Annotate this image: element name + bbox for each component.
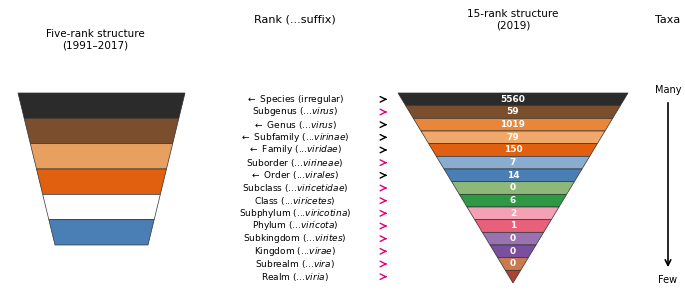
Text: 5560: 5560 (501, 95, 525, 104)
Text: 0: 0 (510, 234, 516, 243)
Text: 0: 0 (510, 247, 516, 256)
Text: Five-rank structure
(1991–2017): Five-rank structure (1991–2017) (46, 29, 145, 51)
Polygon shape (451, 182, 574, 194)
Polygon shape (490, 245, 536, 258)
Text: Subrealm (...$\it{vira}$): Subrealm (...$\it{vira}$) (255, 258, 335, 270)
Text: 150: 150 (503, 145, 522, 154)
Text: 14: 14 (507, 171, 519, 180)
Text: Taxa: Taxa (656, 15, 681, 25)
Polygon shape (498, 258, 528, 270)
Text: Subkingdom (...$\it{virites}$): Subkingdom (...$\it{virites}$) (243, 232, 347, 245)
Polygon shape (398, 93, 628, 106)
Text: 59: 59 (507, 108, 519, 117)
Polygon shape (475, 220, 551, 232)
Text: 79: 79 (507, 133, 519, 142)
Text: $\leftarrow$ Family (...$\it{viridae}$): $\leftarrow$ Family (...$\it{viridae}$) (248, 144, 342, 156)
Polygon shape (18, 93, 185, 118)
Text: Subgenus (...$\it{virus}$): Subgenus (...$\it{virus}$) (252, 105, 338, 119)
Text: Few: Few (658, 275, 677, 285)
Polygon shape (406, 106, 621, 118)
Text: 7: 7 (510, 158, 516, 167)
Text: 0: 0 (510, 184, 516, 193)
Polygon shape (421, 131, 605, 144)
Text: Realm (...$\it{viria}$): Realm (...$\it{viria}$) (261, 271, 329, 283)
Polygon shape (36, 169, 166, 194)
Text: Subphylum (...$\it{viricotina}$): Subphylum (...$\it{viricotina}$) (239, 207, 351, 220)
Text: $\leftarrow$ Subfamily (...$\it{virinae}$): $\leftarrow$ Subfamily (...$\it{virinae}… (240, 131, 349, 144)
Text: Rank (...suffix): Rank (...suffix) (254, 15, 336, 25)
Text: 6: 6 (510, 196, 516, 205)
Polygon shape (436, 156, 590, 169)
Polygon shape (42, 194, 160, 220)
Polygon shape (460, 194, 566, 207)
Text: Subclass (...$\it{viricetidae}$): Subclass (...$\it{viricetidae}$) (242, 182, 348, 194)
Polygon shape (49, 220, 154, 245)
Polygon shape (467, 207, 559, 220)
Polygon shape (444, 169, 582, 182)
Text: Kingdom (...$\it{virae}$): Kingdom (...$\it{virae}$) (254, 245, 336, 258)
Text: 15-rank structure
(2019): 15-rank structure (2019) (467, 9, 559, 31)
Text: Class (...$\it{viricetes}$): Class (...$\it{viricetes}$) (254, 195, 336, 207)
Text: 0: 0 (510, 260, 516, 268)
Text: $\leftarrow$ Genus (...$\it{virus}$): $\leftarrow$ Genus (...$\it{virus}$) (253, 119, 337, 131)
Text: 1019: 1019 (501, 120, 525, 129)
Text: Phylum (...$\it{viricota}$): Phylum (...$\it{viricota}$) (251, 220, 338, 232)
Text: $\leftarrow$ Species (irregular): $\leftarrow$ Species (irregular) (246, 93, 344, 106)
Polygon shape (506, 270, 521, 283)
Polygon shape (30, 144, 173, 169)
Text: Suborder (...$\it{virineae}$): Suborder (...$\it{virineae}$) (247, 157, 344, 169)
Text: 1: 1 (510, 221, 516, 230)
Polygon shape (482, 232, 544, 245)
Text: $\leftarrow$ Order (...$\it{virales}$): $\leftarrow$ Order (...$\it{virales}$) (251, 169, 340, 181)
Polygon shape (24, 118, 179, 144)
Polygon shape (413, 118, 612, 131)
Polygon shape (429, 144, 597, 156)
Text: Many: Many (655, 85, 682, 95)
Text: 2: 2 (510, 209, 516, 218)
